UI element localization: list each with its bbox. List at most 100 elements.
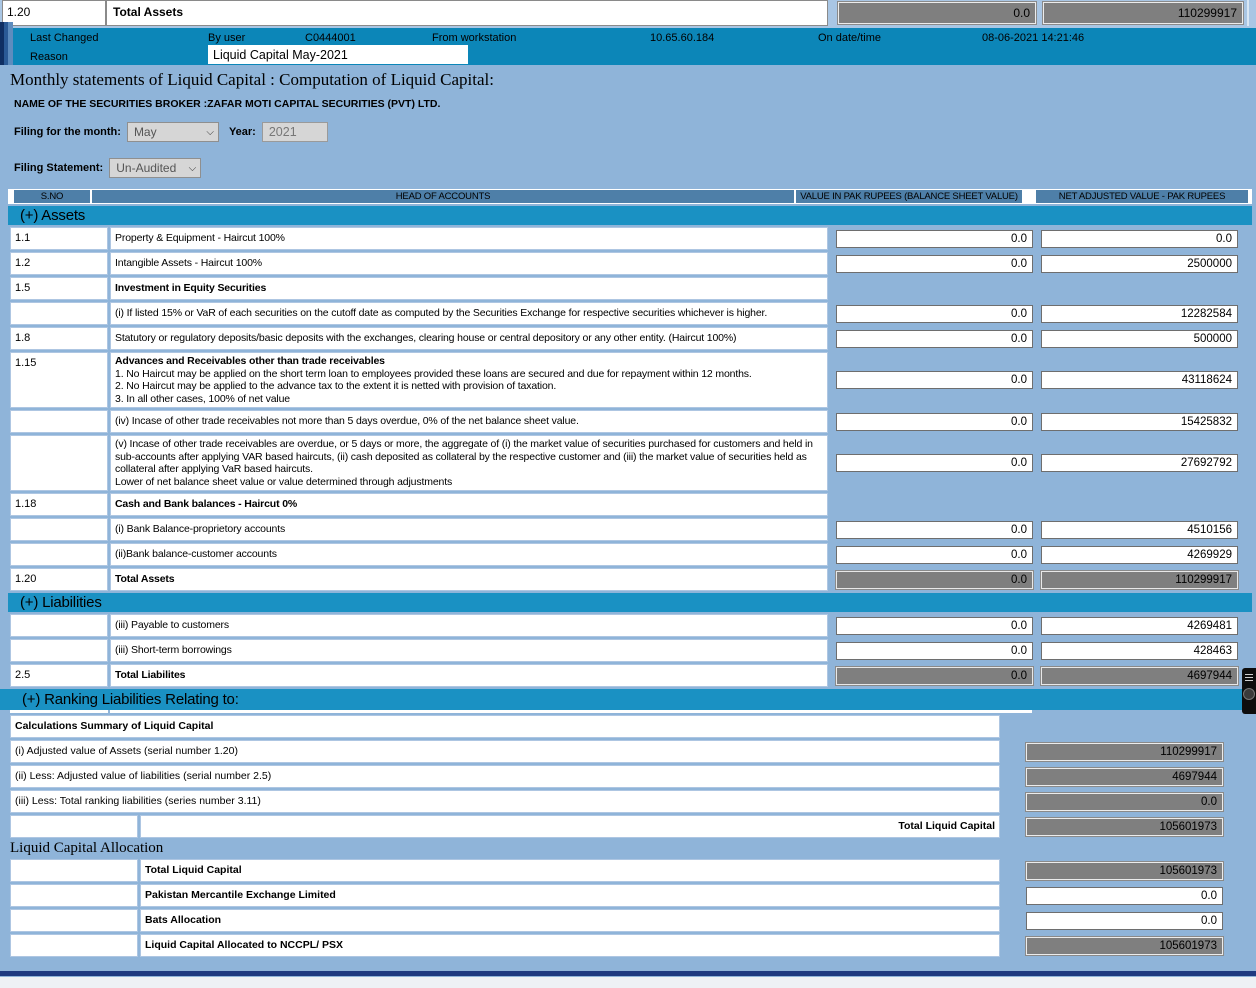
head-of-account-cell: Total Assets bbox=[110, 568, 828, 591]
head-line: Lower of net balance sheet value or valu… bbox=[115, 475, 453, 488]
allocation-value-input: 105601973 bbox=[1026, 861, 1223, 880]
net-adjusted-value-input[interactable]: 2500000 bbox=[1041, 254, 1238, 273]
table-row: 1.8 Statutory or regulatory deposits/basi… bbox=[10, 327, 1256, 350]
summary-title-row: Calculations Summary of Liquid Capital bbox=[10, 715, 1256, 738]
by-user-label: By user bbox=[208, 32, 246, 44]
balance-sheet-value-input[interactable]: 0.0 bbox=[836, 520, 1033, 539]
balance-sheet-value-input[interactable]: 0.0 bbox=[836, 641, 1033, 660]
head-line: 3. In all other cases, 100% of net value bbox=[115, 392, 290, 405]
net-adjusted-value-input[interactable]: 4510156 bbox=[1041, 520, 1238, 539]
net-adjusted-value-input[interactable]: 4269481 bbox=[1041, 616, 1238, 635]
head-of-account-cell: Total Liabilites bbox=[110, 664, 828, 687]
summary-label: (ii) Less: Adjusted value of liabilities… bbox=[10, 765, 1000, 788]
table-row: 2.5 Total Liabilites 0.0 4697944 bbox=[10, 664, 1256, 687]
net-adjusted-value-input[interactable]: 27692792 bbox=[1041, 454, 1238, 472]
from-workstation-label: From workstation bbox=[432, 32, 517, 44]
top-row-head-cell: Total Assets bbox=[106, 0, 828, 26]
head-line: Intangible Assets - Haircut 100% bbox=[115, 257, 262, 270]
head-of-account-cell: (ii)Bank balance-customer accounts bbox=[110, 543, 828, 566]
allocation-value-input[interactable]: 0.0 bbox=[1026, 911, 1223, 930]
summary-value: 4697944 bbox=[1026, 767, 1223, 786]
balance-sheet-value-input[interactable]: 0.0 bbox=[836, 616, 1033, 635]
allocation-value-input[interactable]: 0.0 bbox=[1026, 886, 1223, 905]
summary-total-row: Total Liquid Capital 105601973 bbox=[10, 815, 1256, 838]
last-changed-label: Last Changed bbox=[30, 32, 99, 44]
badge-icon bbox=[1243, 688, 1255, 700]
head-of-account-cell: Advances and Receivables other than trad… bbox=[110, 352, 828, 408]
table-row: 1.1 Property & Equipment - Haircut 100% 0.… bbox=[10, 227, 1256, 250]
allocation-row: Liquid Capital Allocated to NCCPL/ PSX 10… bbox=[10, 934, 1256, 957]
table-row: 1.20 Total Assets 0.0 110299917 bbox=[10, 568, 1256, 591]
sno-cell bbox=[10, 302, 108, 325]
head-line: Investment in Equity Securities bbox=[115, 282, 267, 295]
net-adjusted-value-input[interactable]: 4269929 bbox=[1041, 545, 1238, 564]
table-row: (ii)Bank balance-customer accounts 0.0 426… bbox=[10, 543, 1256, 566]
net-adjusted-value-input[interactable]: 428463 bbox=[1041, 641, 1238, 660]
balance-sheet-value-input[interactable]: 0.0 bbox=[836, 229, 1033, 248]
summary-label: (iii) Less: Total ranking liabilities (s… bbox=[10, 790, 1000, 813]
allocation-value-input: 105601973 bbox=[1026, 936, 1223, 955]
allocation-row: Total Liquid Capital 105601973 bbox=[10, 859, 1256, 882]
table-row: 1.2 Intangible Assets - Haircut 100% 0.0 25… bbox=[10, 252, 1256, 275]
sno-cell bbox=[10, 410, 108, 433]
sno-cell bbox=[10, 435, 108, 491]
head-line: Property & Equipment - Haircut 100% bbox=[115, 232, 285, 245]
net-adjusted-value-input[interactable]: 43118624 bbox=[1041, 371, 1238, 389]
head-line: (i) Bank Balance-proprietory accounts bbox=[115, 523, 286, 536]
sno-cell: 1.18 bbox=[10, 493, 108, 516]
allocation-label: Total Liquid Capital bbox=[140, 859, 1000, 882]
head-line: 2. No Haircut may be applied to the adva… bbox=[115, 380, 557, 392]
head-of-account-cell: (i) Bank Balance-proprietory accounts bbox=[110, 518, 828, 541]
table-row: (iv) Incase of other trade receivables n… bbox=[10, 410, 1256, 433]
page-title: Monthly statements of Liquid Capital : C… bbox=[10, 70, 494, 89]
sno-cell: 2.5 bbox=[10, 664, 108, 687]
table-row: (v) Incase of other trade receivables ar… bbox=[10, 435, 1256, 491]
datetime-value: 08-06-2021 14:21:46 bbox=[982, 32, 1085, 44]
allocation-row: Bats Allocation 0.0 bbox=[10, 909, 1256, 932]
floating-widget[interactable] bbox=[1242, 668, 1256, 714]
allocation-row: Pakistan Mercantile Exchange Limited 0.0 bbox=[10, 884, 1256, 907]
table-row: (iii) Short-term borrowings 0.0 428463 bbox=[10, 639, 1256, 662]
table-row: 1.5 Investment in Equity Securities bbox=[10, 277, 1256, 300]
top-row-balance-value: 0.0 bbox=[838, 2, 1036, 24]
sno-cell bbox=[10, 518, 108, 541]
reason-input[interactable]: Liquid Capital May-2021 bbox=[208, 45, 468, 64]
allocation-rows: Total Liquid Capital 105601973 Pakistan Me… bbox=[0, 859, 1256, 957]
summary-row: (i) Adjusted value of Assets (serial num… bbox=[10, 740, 1256, 763]
balance-sheet-value-input: 0.0 bbox=[836, 570, 1033, 589]
balance-sheet-value-input[interactable]: 0.0 bbox=[836, 371, 1033, 389]
balance-sheet-value-input: 0.0 bbox=[836, 666, 1033, 685]
net-adjusted-value-input[interactable]: 0.0 bbox=[1041, 229, 1238, 248]
balance-sheet-value-input[interactable]: 0.0 bbox=[836, 254, 1033, 273]
head-line: (iv) Incase of other trade receivables n… bbox=[115, 415, 579, 428]
top-partial-row: 1.20 Total Assets 0.0 110299917 bbox=[0, 0, 1256, 28]
net-adjusted-value-input[interactable]: 500000 bbox=[1041, 329, 1238, 348]
head-of-account-cell: (iii) Short-term borrowings bbox=[110, 639, 828, 662]
workstation-ip-value: 10.65.60.184 bbox=[650, 32, 715, 44]
column-header: VALUE IN PAK RUPEES (BALANCE SHEET VALUE… bbox=[796, 190, 1022, 203]
head-of-account-cell: (iv) Incase of other trade receivables n… bbox=[110, 410, 828, 433]
column-header: S.NO bbox=[14, 190, 90, 203]
summary-row: (ii) Less: Adjusted value of liabilities… bbox=[10, 765, 1256, 788]
allocation-heading: Liquid Capital Allocation bbox=[10, 840, 164, 856]
net-adjusted-value-input[interactable]: 15425832 bbox=[1041, 412, 1238, 431]
balance-sheet-value-input[interactable]: 0.0 bbox=[836, 454, 1033, 472]
balance-sheet-value-input[interactable]: 0.0 bbox=[836, 412, 1033, 431]
empty-cell bbox=[10, 884, 138, 907]
reason-label: Reason bbox=[30, 51, 68, 63]
allocation-label: Pakistan Mercantile Exchange Limited bbox=[140, 884, 1000, 907]
head-line: Cash and Bank balances - Haircut 0% bbox=[115, 498, 298, 511]
broker-name-line: NAME OF THE SECURITIES BROKER :ZAFAR MOT… bbox=[14, 98, 441, 110]
head-line: (i) If listed 15% or VaR of each securit… bbox=[115, 307, 768, 320]
chevron-down-icon: ⌵ bbox=[188, 162, 197, 174]
scrollbar-track-edge bbox=[1247, 0, 1249, 26]
head-line: Total Liabilites bbox=[115, 669, 186, 682]
balance-sheet-value-input[interactable]: 0.0 bbox=[836, 545, 1033, 564]
sno-cell: 1.1 bbox=[10, 227, 108, 250]
on-datetime-label: On date/time bbox=[818, 32, 881, 44]
net-adjusted-value-input[interactable]: 12282584 bbox=[1041, 304, 1238, 323]
top-row-sno-cell: 1.20 bbox=[2, 0, 106, 26]
allocation-label: Liquid Capital Allocated to NCCPL/ PSX bbox=[140, 934, 1000, 957]
balance-sheet-value-input[interactable]: 0.0 bbox=[836, 304, 1033, 323]
balance-sheet-value-input[interactable]: 0.0 bbox=[836, 329, 1033, 348]
